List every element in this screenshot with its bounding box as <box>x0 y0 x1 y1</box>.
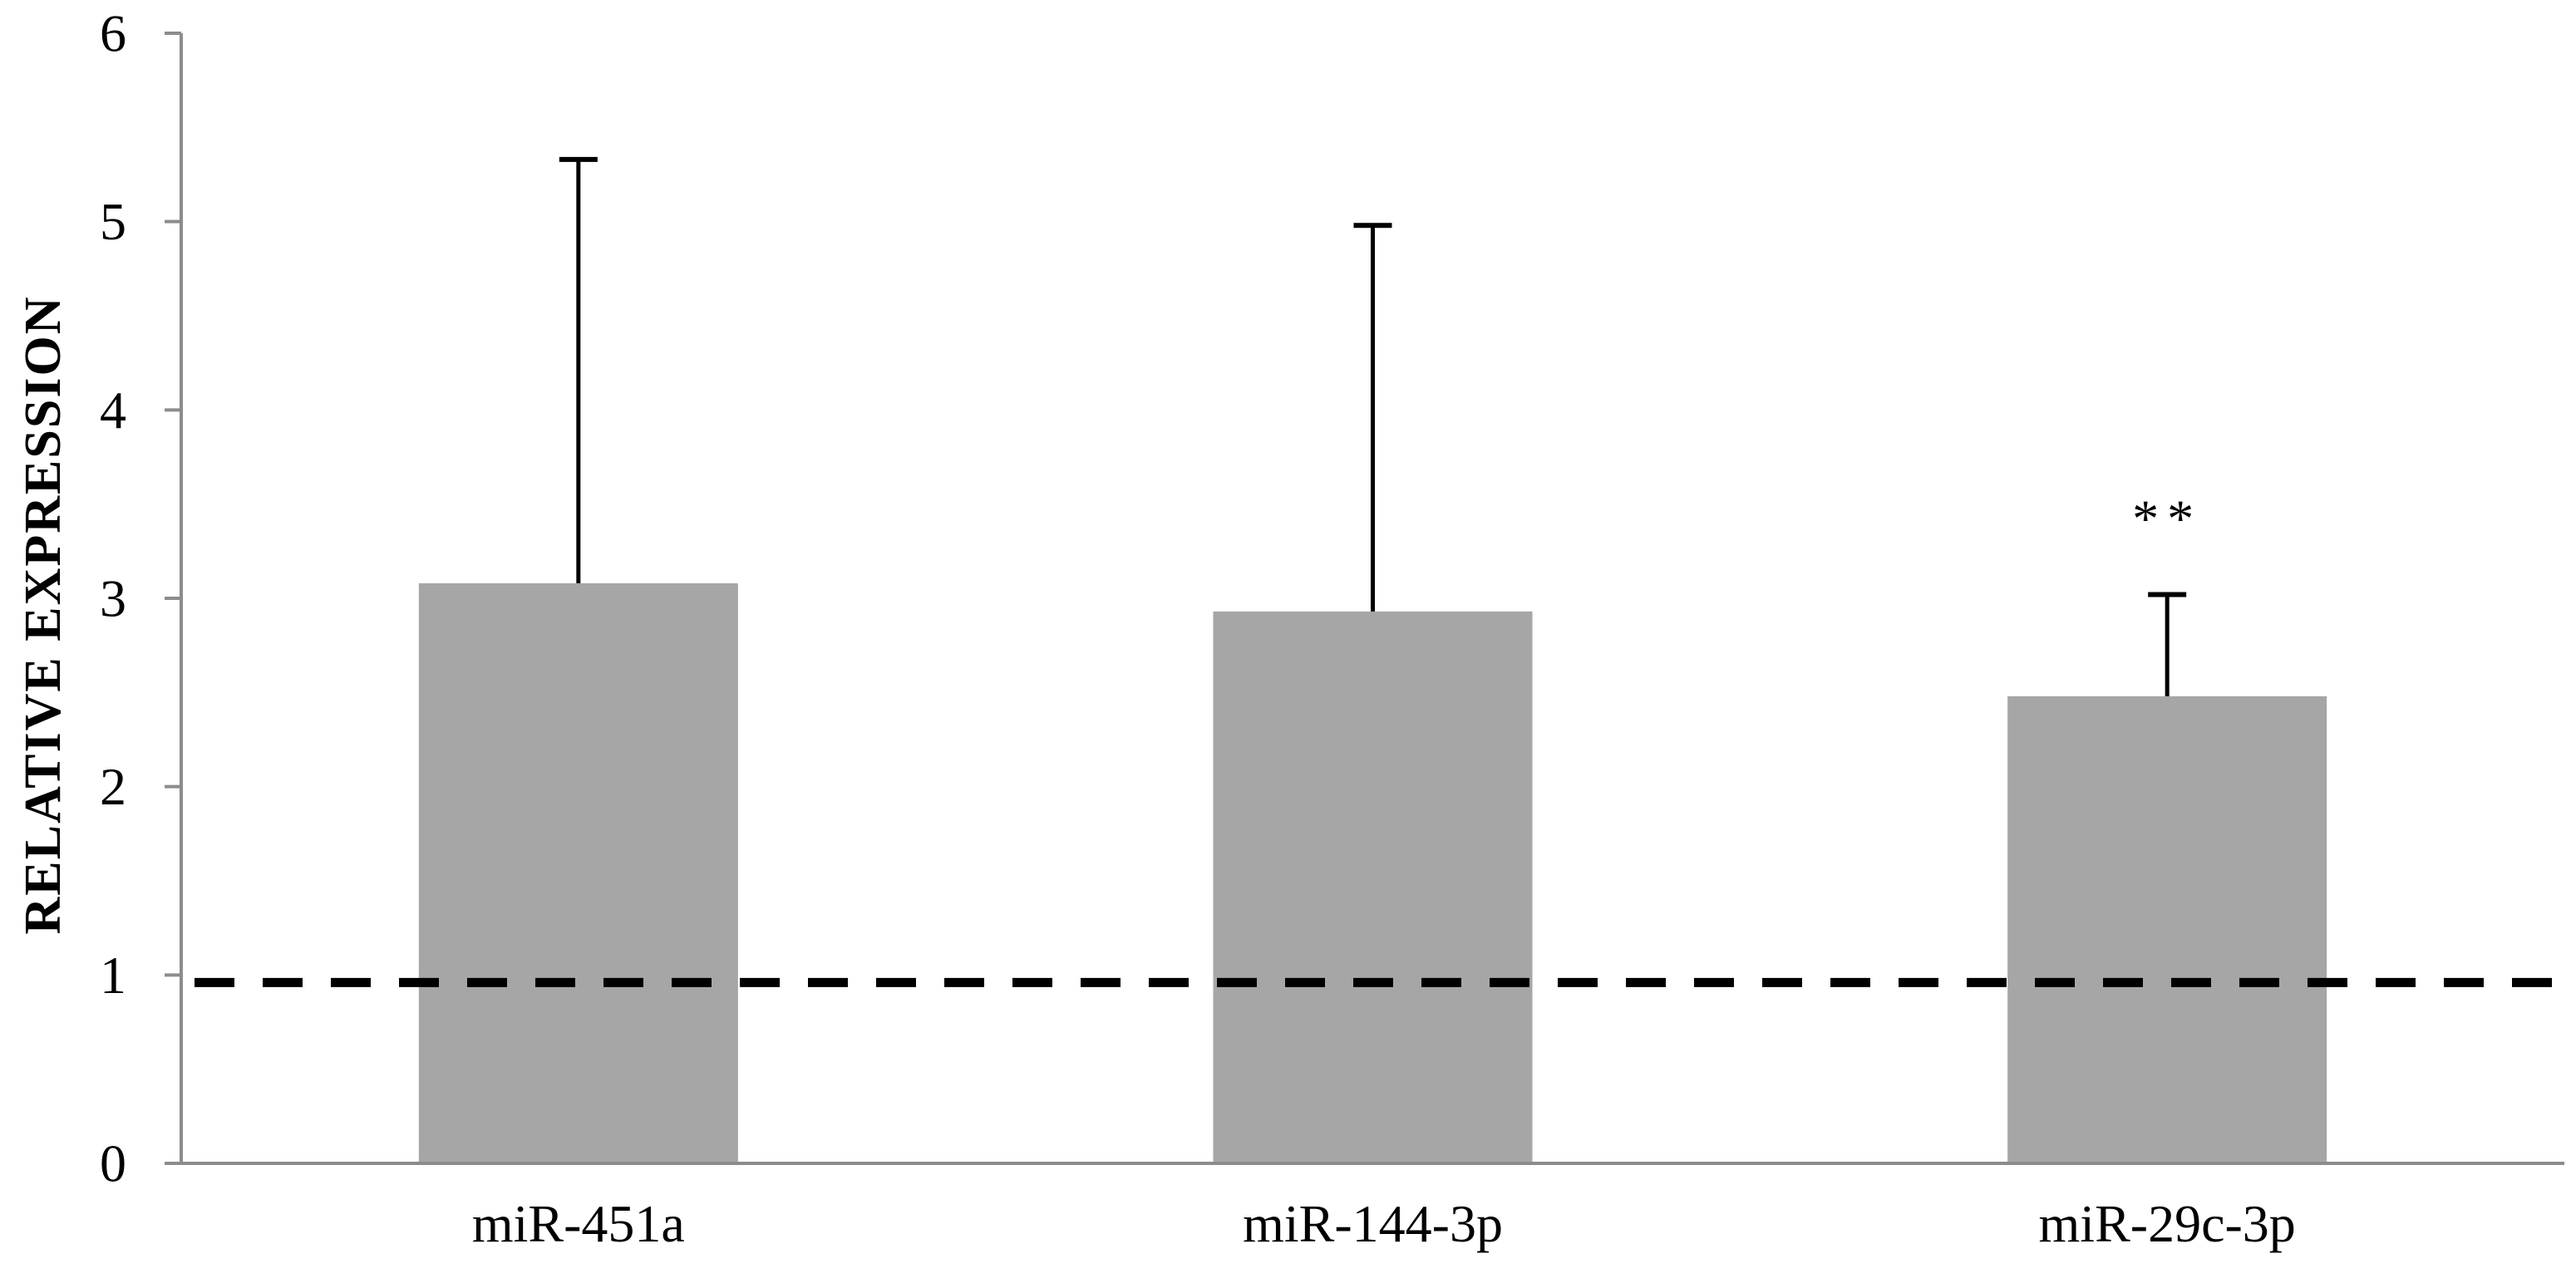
x-tick-label: miR-451a <box>472 1194 685 1253</box>
y-tick-label: 5 <box>100 192 126 251</box>
x-tick-label: miR-29c-3p <box>2039 1194 2296 1253</box>
y-tick-label: 3 <box>100 569 126 628</box>
bar <box>1213 611 1533 1163</box>
y-tick-label: 2 <box>100 757 126 816</box>
y-axis-title: RELATIVE EXPRESSION <box>15 296 71 935</box>
y-tick-label: 4 <box>100 381 126 440</box>
y-tick-label: 6 <box>100 4 126 63</box>
x-tick-label: miR-144-3p <box>1243 1194 1503 1253</box>
annotations-layer: ** <box>2132 489 2202 548</box>
error-bars-layer <box>559 156 2187 696</box>
bars-layer <box>418 583 2327 1163</box>
y-tick-label: 1 <box>100 946 126 1005</box>
y-tick-label: 0 <box>100 1134 126 1193</box>
significance-label: ** <box>2132 489 2202 548</box>
bar <box>2007 696 2327 1163</box>
bar <box>418 583 738 1163</box>
ticks-layer: 0 1 2 3 4 5 6 miR-451a miR-144-3p miR-29c-3p <box>100 4 2296 1254</box>
